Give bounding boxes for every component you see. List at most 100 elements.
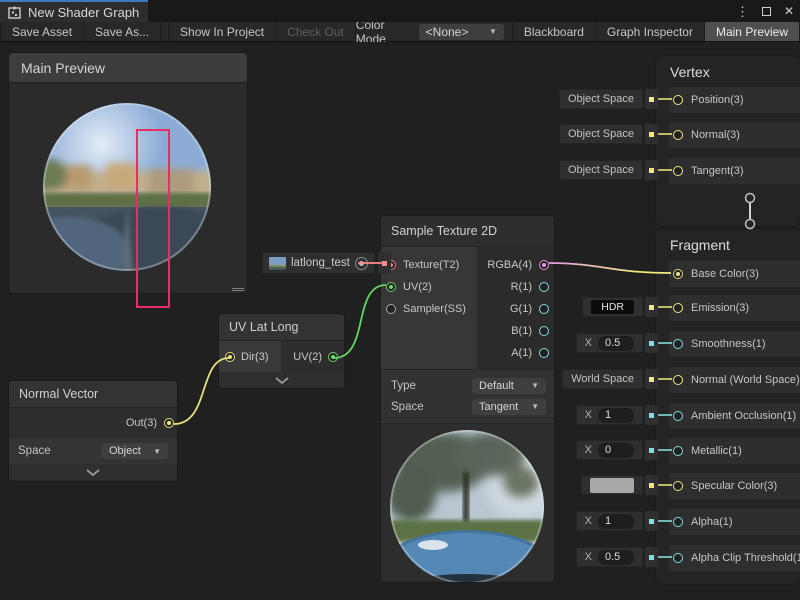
fragment-row-base-color[interactable]: Base Color(3) <box>669 261 800 287</box>
collapse-chevron-icon[interactable] <box>9 464 177 480</box>
graph-canvas[interactable]: Vertex Position(3) Normal(3) Tangent(3) … <box>0 42 800 599</box>
alpha-clip-input-port[interactable] <box>673 553 683 563</box>
tangent-input-port[interactable] <box>673 166 683 176</box>
window-menu-icon[interactable]: ⋮ <box>735 3 749 19</box>
alpha-clip-value-field[interactable]: 0.5 <box>598 549 634 565</box>
texture-input-row[interactable]: Texture(T2) <box>381 254 477 276</box>
main-preview-header[interactable]: Main Preview <box>9 53 247 83</box>
b-output-port[interactable] <box>539 326 549 336</box>
graph-inspector-toggle-button[interactable]: Graph Inspector <box>596 22 705 41</box>
uv-lat-long-node[interactable]: UV Lat Long Dir(3) UV(2) <box>218 313 345 389</box>
normal-input-port[interactable] <box>673 130 683 140</box>
metallic-input-port[interactable] <box>673 446 683 456</box>
g-output-row[interactable]: G(1) <box>477 298 554 320</box>
sampler-input-row[interactable]: Sampler(SS) <box>381 298 477 320</box>
specular-color-input-port[interactable] <box>673 481 683 491</box>
chevron-down-icon: ▼ <box>488 27 497 36</box>
hdr-button[interactable]: HDR <box>591 300 634 314</box>
fragment-row-smoothness[interactable]: Smoothness(1) <box>669 331 800 357</box>
alpha-value-field[interactable]: 1 <box>598 513 634 529</box>
r-output-row[interactable]: R(1) <box>477 276 554 298</box>
sample-texture-preview <box>381 423 554 582</box>
collapse-chevron-icon[interactable] <box>219 372 344 388</box>
a-output-port[interactable] <box>539 348 549 358</box>
fragment-row-specular-color[interactable]: Specular Color(3) <box>669 473 800 499</box>
rgba-output-row[interactable]: RGBA(4) <box>477 254 554 276</box>
color-mode-dropdown[interactable]: <None> ▼ <box>418 23 504 40</box>
emission-input-port[interactable] <box>673 303 683 313</box>
b-output-row[interactable]: B(1) <box>477 320 554 342</box>
fragment-row-alpha[interactable]: Alpha(1) <box>669 509 800 535</box>
tangent-space-chip[interactable]: Object Space <box>558 160 658 180</box>
main-preview-toggle-button[interactable]: Main Preview <box>704 22 800 41</box>
fragment-row-alpha-clip[interactable]: Alpha Clip Threshold(1) <box>669 545 800 571</box>
position-space-chip[interactable]: Object Space <box>558 89 658 109</box>
fragment-row-ambient-occlusion[interactable]: Ambient Occlusion(1) <box>669 403 800 429</box>
fragment-row-metallic[interactable]: Metallic(1) <box>669 438 800 464</box>
smoothness-value-field[interactable]: 0.5 <box>598 335 634 351</box>
vertex-context-node[interactable]: Vertex Position(3) Normal(3) Tangent(3) <box>655 55 800 227</box>
type-dropdown[interactable]: Default ▼ <box>472 377 546 394</box>
normal-ws-space-chip[interactable]: World Space <box>562 369 658 389</box>
fragment-row-emission[interactable]: Emission(3) <box>669 295 800 321</box>
a-output-row[interactable]: A(1) <box>477 342 554 364</box>
main-preview-panel[interactable]: Main Preview <box>8 52 248 308</box>
normal-ws-input-port[interactable] <box>673 375 683 385</box>
normal-space-dropdown[interactable]: Object ▼ <box>102 443 168 459</box>
panel-resize-handle[interactable] <box>232 288 244 291</box>
normal-vector-node[interactable]: Normal Vector Out(3) Space Object ▼ <box>8 380 178 482</box>
out-row[interactable]: Out(3) <box>9 408 177 438</box>
sample-texture-node-title: Sample Texture 2D <box>381 216 554 247</box>
r-output-port[interactable] <box>539 282 549 292</box>
rgba-output-port[interactable] <box>539 260 549 270</box>
out-output-port[interactable] <box>164 418 174 428</box>
position-input-port[interactable] <box>673 95 683 105</box>
metallic-value-field[interactable]: 0 <box>598 442 634 458</box>
uv-input-port[interactable] <box>386 282 396 292</box>
specular-color-swatch[interactable] <box>590 477 634 493</box>
ambient-occlusion-value-field[interactable]: 1 <box>598 407 634 423</box>
smoothness-value-chip[interactable]: X 0.5 <box>575 333 658 353</box>
blackboard-toggle-button[interactable]: Blackboard <box>511 22 596 41</box>
uv-input-row[interactable]: UV(2) <box>381 276 477 298</box>
color-mode-label: Color Mode <box>355 17 386 46</box>
dir-input-port[interactable] <box>225 351 235 362</box>
vertex-row-normal[interactable]: Normal(3) <box>669 122 800 148</box>
g-output-port[interactable] <box>539 304 549 314</box>
sampler-input-port[interactable] <box>386 304 396 314</box>
emission-hdr-chip[interactable]: HDR <box>582 297 658 317</box>
ambient-occlusion-input-port[interactable] <box>673 411 683 421</box>
sample-texture-2d-node[interactable]: Sample Texture 2D Texture(T2) UV(2) Samp… <box>380 215 555 583</box>
fragment-node-title: Fragment <box>670 237 730 253</box>
vertex-row-tangent[interactable]: Tangent(3) <box>669 158 800 184</box>
smoothness-input-port[interactable] <box>673 339 683 349</box>
maximize-icon[interactable] <box>761 6 771 16</box>
tab-new-shader-graph[interactable]: New Shader Graph <box>0 0 148 22</box>
fragment-context-node[interactable]: Fragment Base Color(3) Emission(3) Smoot… <box>655 228 800 585</box>
uv-output-cell[interactable]: UV(2) <box>281 341 344 372</box>
normal-space-chip[interactable]: Object Space <box>558 124 658 144</box>
show-in-project-button[interactable]: Show In Project <box>169 22 277 41</box>
specular-color-chip[interactable] <box>581 475 658 495</box>
texture-asset-name: latlong_test <box>291 257 350 269</box>
save-as-button[interactable]: Save As... <box>84 22 162 41</box>
dir-input-cell[interactable]: Dir(3) <box>219 341 281 372</box>
alpha-input-port[interactable] <box>673 517 683 527</box>
fragment-row-normal-ws[interactable]: Normal (World Space)(3) <box>669 367 800 393</box>
close-icon[interactable]: ✕ <box>783 4 794 18</box>
connector-dot <box>645 124 658 144</box>
texture-asset-chip[interactable]: latlong_test <box>262 252 391 274</box>
object-picker-icon[interactable] <box>354 256 368 270</box>
alpha-clip-value-chip[interactable]: X 0.5 <box>575 547 658 567</box>
base-color-input-port[interactable] <box>673 269 683 279</box>
vertex-row-position[interactable]: Position(3) <box>669 87 800 113</box>
texture-input-port[interactable] <box>386 260 396 270</box>
title-tab-bar: New Shader Graph ⋮ ✕ <box>0 0 800 22</box>
uv-output-port[interactable] <box>328 351 338 362</box>
space-dropdown[interactable]: Tangent ▼ <box>472 398 546 415</box>
save-asset-button[interactable]: Save Asset <box>0 22 85 41</box>
sample-texture-inputs: Texture(T2) UV(2) Sampler(SS) <box>381 247 478 369</box>
